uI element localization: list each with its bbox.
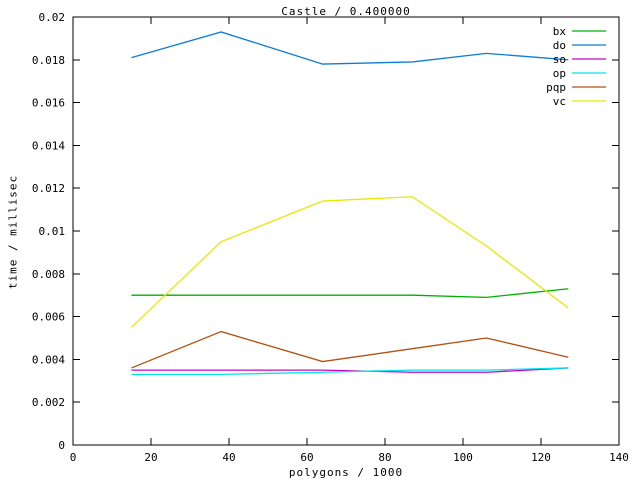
series-line-vc (131, 196, 569, 328)
series-line-pqp (131, 330, 569, 369)
y-tick-label: 0 (58, 439, 65, 452)
legend-label-so: so (553, 53, 566, 66)
y-tick-label: 0.006 (32, 311, 65, 324)
chart-title: Castle / 0.400000 (281, 5, 411, 18)
legend-label-do: do (553, 39, 566, 52)
series-line-do (131, 31, 569, 65)
x-tick-label: 40 (222, 451, 235, 464)
series-line-bx (131, 288, 569, 298)
legend-label-bx: bx (553, 25, 567, 38)
y-tick-label: 0.01 (39, 225, 66, 238)
y-tick-label: 0.012 (32, 182, 65, 195)
series-line-op (131, 367, 569, 376)
x-tick-label: 60 (300, 451, 313, 464)
x-tick-label: 120 (531, 451, 551, 464)
plot-border (72, 16, 620, 446)
legend-label-op: op (553, 67, 566, 80)
x-tick-label: 140 (609, 451, 629, 464)
legend-label-pqp: pqp (546, 81, 566, 94)
x-tick-label: 20 (144, 451, 157, 464)
x-axis-label: polygons / 1000 (288, 466, 404, 479)
y-tick-label: 0.004 (32, 353, 65, 366)
x-tick-label: 0 (70, 451, 77, 464)
y-tick-label: 0.014 (32, 139, 65, 152)
x-tick-label: 100 (453, 451, 473, 464)
y-tick-label: 0.02 (39, 11, 66, 24)
x-tick-label: 80 (378, 451, 391, 464)
y-tick-label: 0.002 (32, 396, 65, 409)
legend-label-vc: vc (553, 95, 566, 108)
y-tick-label: 0.016 (32, 97, 65, 110)
y-tick-label: 0.008 (32, 268, 65, 281)
y-tick-label: 0.018 (32, 54, 65, 67)
